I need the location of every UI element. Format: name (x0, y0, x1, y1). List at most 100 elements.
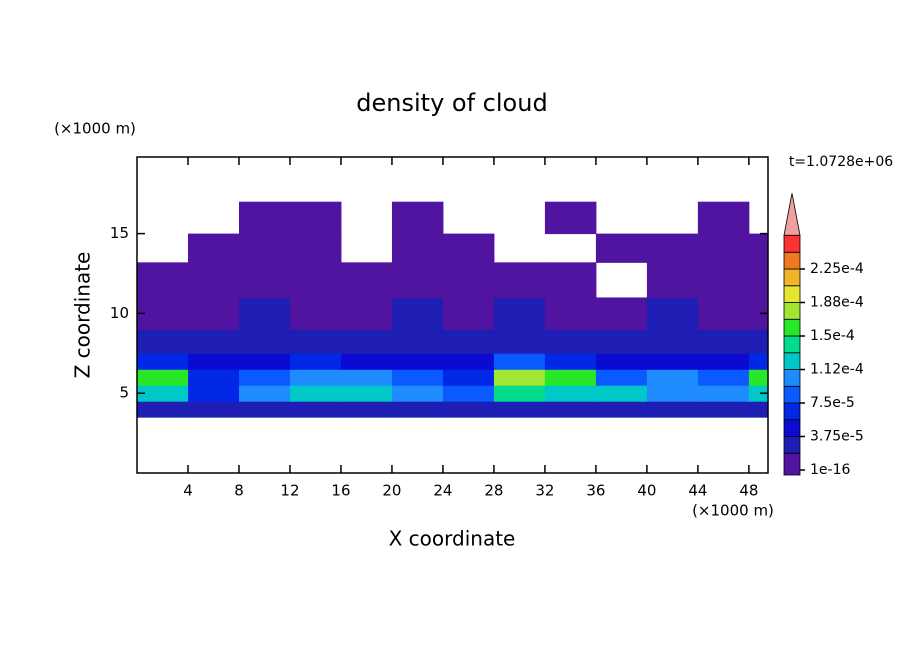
colorbar-band (783, 302, 801, 320)
contour-cell (595, 385, 648, 402)
time-label: t=1.0728e+06 (789, 154, 893, 170)
y-unit: (×1000 m) (54, 120, 136, 138)
contour-cell (238, 262, 291, 298)
contour-cell (493, 385, 546, 402)
colorbar-band (783, 268, 801, 287)
contour-cell (748, 233, 769, 263)
contour-cell (544, 385, 597, 402)
contour-cell (646, 297, 699, 330)
contour-cell (442, 262, 495, 298)
colorbar-band (783, 318, 801, 337)
chart-title: density of cloud (356, 89, 547, 117)
contour-cell (340, 297, 393, 330)
x-tick-label: 16 (331, 482, 350, 500)
contour-cell (544, 353, 597, 370)
colorbar-band (783, 234, 801, 253)
colorbar-tick-label: 1.5e-4 (810, 328, 855, 344)
colorbar-band (783, 352, 801, 370)
colorbar-tick-label: 3.75e-5 (810, 429, 864, 445)
contour-cell (493, 369, 546, 386)
x-tick-label: 40 (637, 482, 656, 500)
contour-cell (493, 297, 546, 330)
contour-cell (289, 401, 342, 418)
x-tick-label: 48 (739, 482, 758, 500)
contour-cell (340, 401, 393, 418)
contour-cell (289, 262, 342, 298)
contour-cell (646, 233, 699, 263)
contour-cell (340, 262, 393, 298)
x-tick-label: 44 (688, 482, 707, 500)
colorbar-band (783, 385, 801, 404)
contour-cell (238, 369, 291, 386)
contour-cell (748, 385, 769, 402)
x-unit: (×1000 m) (692, 502, 774, 520)
contour-cell (442, 369, 495, 386)
contour-cell (391, 401, 444, 418)
y-axis-label: Z coordinate (71, 252, 95, 379)
contour-cell (238, 401, 291, 418)
contour-cell (646, 369, 699, 386)
contour-cell (187, 262, 240, 298)
x-tick-label: 20 (382, 482, 401, 500)
contour-cell (748, 297, 769, 330)
colorbar-band (783, 436, 801, 454)
contour-cell (748, 401, 769, 418)
colorbar-tick-label: 1.12e-4 (810, 362, 864, 378)
contour-cell (391, 201, 444, 235)
contour-cell (748, 329, 769, 354)
contour-cell (493, 329, 546, 354)
contour-cell (595, 233, 648, 263)
x-tick-label: 32 (535, 482, 554, 500)
contour-cell (187, 353, 240, 370)
contour-cell (697, 385, 750, 402)
contour-cell (697, 201, 750, 235)
contour-cell (646, 401, 699, 418)
x-axis-label: X coordinate (389, 527, 516, 551)
x-tick-label: 24 (433, 482, 452, 500)
colorbar-tick-label: 1.88e-4 (810, 295, 864, 311)
contour-cell (238, 385, 291, 402)
colorbar-extension (783, 193, 801, 236)
contour-cell (137, 401, 189, 418)
x-tick-label: 36 (586, 482, 605, 500)
contour-cell (493, 401, 546, 418)
contour-cell (340, 385, 393, 402)
contour-cell (697, 353, 750, 370)
colorbar-band (783, 335, 801, 354)
contour-cell (697, 369, 750, 386)
contour-cell (187, 329, 240, 354)
contour-cell (391, 329, 444, 354)
contour-cell (748, 353, 769, 370)
x-tick-label: 12 (280, 482, 299, 500)
contour-cell (697, 401, 750, 418)
contour-cell (187, 401, 240, 418)
contour-cell (289, 329, 342, 354)
colorbar-band (783, 419, 801, 437)
contour-cell (238, 201, 291, 235)
contour-cell (544, 297, 597, 330)
contour-cell (544, 369, 597, 386)
contour-cell (340, 329, 393, 354)
colorbar-band (783, 402, 801, 421)
contour-cell (137, 369, 189, 386)
plot-frame (136, 156, 769, 474)
contour-cell (697, 329, 750, 354)
contour-cell (391, 297, 444, 330)
contour-cell (697, 233, 750, 263)
contour-cell (340, 353, 393, 370)
colorbar-band (783, 251, 801, 270)
contour-cell (391, 369, 444, 386)
contour-cell (442, 233, 495, 263)
contour-cell (187, 385, 240, 402)
contour-cell (442, 385, 495, 402)
x-tick-label: 28 (484, 482, 503, 500)
contour-cell (595, 353, 648, 370)
contour-cell (289, 233, 342, 263)
colorbar-tick-label: 1e-16 (810, 462, 850, 478)
colorbar-tick-label: 2.25e-4 (810, 261, 864, 277)
contour-cell (391, 385, 444, 402)
contour-cell (238, 329, 291, 354)
contour-cell (137, 385, 189, 402)
colorbar-tick-label: 7.5e-5 (810, 395, 855, 411)
contour-cell (391, 233, 444, 263)
